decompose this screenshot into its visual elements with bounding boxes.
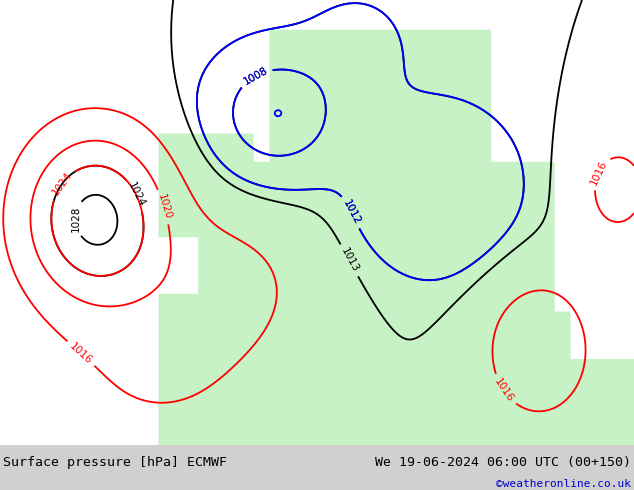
Text: 1020: 1020 [155,193,172,221]
Text: 1012: 1012 [340,198,362,226]
Text: 1016: 1016 [68,341,94,366]
Text: 1008: 1008 [242,65,269,87]
Text: ©weatheronline.co.uk: ©weatheronline.co.uk [496,479,631,489]
Text: Surface pressure [hPa] ECMWF: Surface pressure [hPa] ECMWF [3,456,227,469]
Text: 1024: 1024 [126,181,146,209]
Text: 1016: 1016 [588,159,609,187]
Text: 1013: 1013 [339,246,360,274]
Text: 1012: 1012 [340,198,362,226]
Text: 1008: 1008 [242,65,269,87]
Text: 1028: 1028 [70,205,81,232]
Text: We 19-06-2024 06:00 UTC (00+150): We 19-06-2024 06:00 UTC (00+150) [375,456,631,469]
Text: 1024: 1024 [50,171,74,197]
Text: 1016: 1016 [492,377,515,404]
